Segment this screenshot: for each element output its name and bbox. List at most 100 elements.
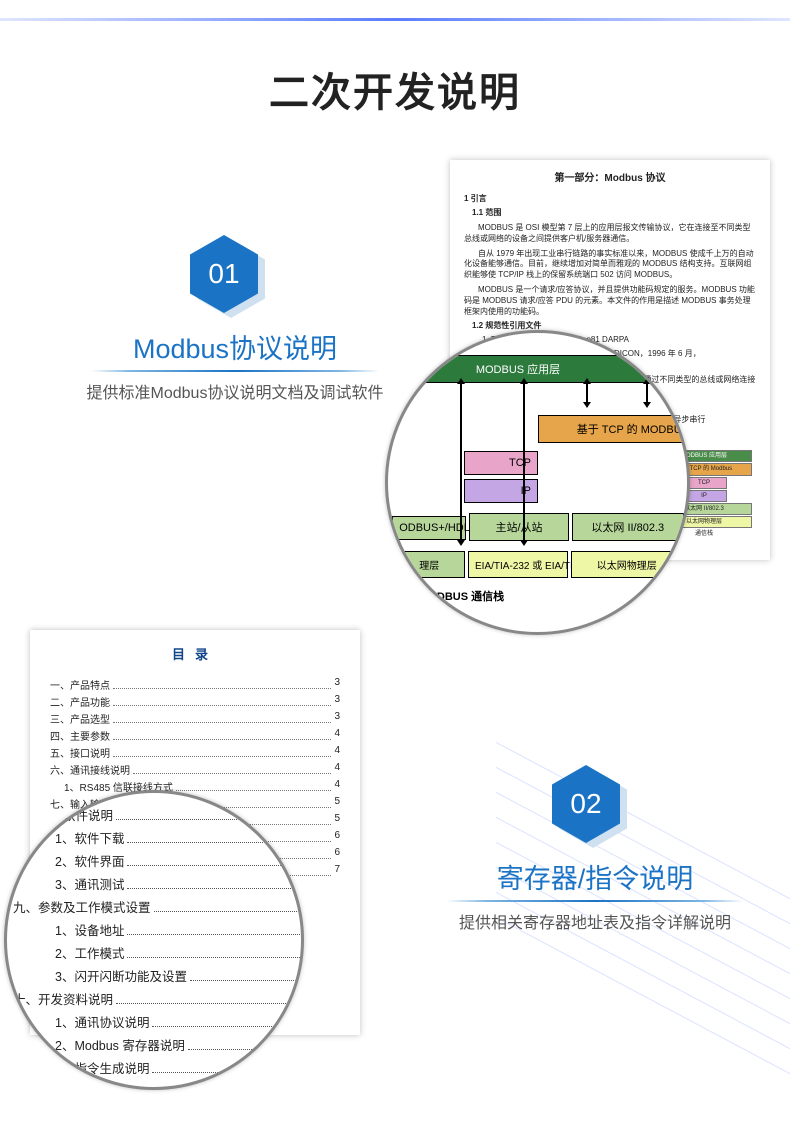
toc-page: 4 xyxy=(334,779,340,794)
badge-02-wrap: 02 xyxy=(552,765,750,843)
toc-page: 4 xyxy=(334,745,340,760)
badge-02-number: 02 xyxy=(570,788,601,820)
mag2-toc-row: 3、指令生成说明 18 xyxy=(13,1058,304,1077)
toc-page: 4 xyxy=(334,762,340,777)
doc1-p3: MODBUS 是一个请求/应答协议，并且提供功能码规定的服务。MODBUS 功能… xyxy=(464,285,756,317)
toc-page: 18 xyxy=(303,1058,304,1077)
doc2-title: 目录 xyxy=(50,644,340,663)
toc-label: 五、接口说明 xyxy=(50,745,110,760)
mag2-toc-row: 1、设备地址12 xyxy=(13,920,304,939)
toc-label: 3、闪开闪断功能及设置 xyxy=(13,966,187,985)
toc-page: 4 xyxy=(334,728,340,743)
toc-dots xyxy=(190,966,300,981)
toc-dots xyxy=(113,677,331,689)
page-title: 二次开发说明 xyxy=(0,60,790,118)
toc-page: 18 xyxy=(303,1035,304,1054)
arrow-4 xyxy=(646,383,648,403)
doc1-p1: MODBUS 是 OSI 模型第 7 层上的应用层报文传输协议，它在连接至不同类… xyxy=(464,223,756,245)
toc-page: 6 xyxy=(334,830,340,845)
toc-page: 3 xyxy=(334,711,340,726)
mag2-toc-row: 3、通讯测试9 xyxy=(13,874,304,893)
hex-badge-01: 01 xyxy=(190,235,258,313)
doc2-toc-row: 五、接口说明 4 xyxy=(50,745,340,760)
toc-dots xyxy=(116,989,300,1004)
toc-dots xyxy=(127,828,304,843)
toc-dots xyxy=(152,1058,300,1073)
doc2-toc-row: 二、产品功能 3 xyxy=(50,694,340,709)
mag2-toc-list: 八、测试软件说明71、软件下载72、软件界面83、通讯测试9九、参数及工作模式设… xyxy=(13,801,304,1090)
magnifier-2: 八、测试软件说明71、软件下载72、软件界面83、通讯测试9九、参数及工作模式设… xyxy=(4,790,304,1090)
toc-label: 三、产品选型 xyxy=(50,711,110,726)
toc-label: 1、软件下载 xyxy=(13,828,124,847)
toc-dots xyxy=(127,1081,300,1090)
toc-label: 2、Modbus 寄存器说明 xyxy=(13,1035,185,1054)
arrow-3 xyxy=(586,383,588,403)
mag2-toc-row: 十、开发资料说明17 xyxy=(13,989,304,1008)
toc-dots xyxy=(116,805,304,820)
toc-label: 1、通讯协议说明 xyxy=(13,1012,149,1031)
toc-label: 3、指令生成说明 xyxy=(13,1058,149,1077)
toc-dots xyxy=(113,745,331,757)
magnifier-1: MODBUS 应用层 基于 TCP 的 MODBUS TCP IP ODBUS+… xyxy=(385,330,690,635)
toc-dots xyxy=(113,694,331,706)
hex-badge-02: 02 xyxy=(552,765,620,843)
mag2-toc-row: 2、软件界面8 xyxy=(13,851,304,870)
toc-dots xyxy=(133,762,331,774)
doc1-h1: 1 引言 xyxy=(464,194,756,205)
section-1-underline xyxy=(85,370,385,372)
mag2-toc-row: 3、闪开闪断功能及设置14 xyxy=(13,966,304,985)
modbus-stack-diagram: MODBUS 应用层 基于 TCP 的 MODBUS TCP IP ODBUS+… xyxy=(385,351,690,604)
doc1-h2-1: 1.1 范围 xyxy=(472,208,756,219)
doc1-p2: 自从 1979 年出现工业串行链路的事实标准以来，MODBUS 使成千上万的自动… xyxy=(464,249,756,281)
mag2-toc-row: 2、工作模式13 xyxy=(13,943,304,962)
doc1-title: 第一部分：Modbus 协议 xyxy=(464,172,756,186)
toc-dots xyxy=(152,1012,300,1027)
toc-label: 二、产品功能 xyxy=(50,694,110,709)
toc-label: 四、主要参数 xyxy=(50,728,110,743)
mag2-toc-row: 2、Modbus 寄存器说明 18 xyxy=(13,1035,304,1054)
toc-page: 7 xyxy=(334,864,340,879)
section-2-underline xyxy=(440,900,750,902)
toc-label: 2、软件界面 xyxy=(13,851,124,870)
layer-ip: IP xyxy=(464,479,538,503)
toc-dots xyxy=(113,728,331,740)
section-2-title: 寄存器/指令说明 xyxy=(440,857,750,896)
toc-dots xyxy=(188,1035,300,1050)
arrow-1 xyxy=(460,383,462,541)
toc-label: 一、产品特点 xyxy=(50,677,110,692)
toc-label: 六、通讯接线说明 xyxy=(50,762,130,777)
layer-tcp-modbus: 基于 TCP 的 MODBUS xyxy=(538,415,690,443)
toc-page: 3 xyxy=(334,677,340,692)
doc2-toc-row: 六、通讯接线说明 4 xyxy=(50,762,340,777)
layer-hdl: ODBUS+/HDL xyxy=(392,516,466,540)
mag2-toc-row: 1、软件下载7 xyxy=(13,828,304,847)
layer-phys-left: 理层 xyxy=(393,551,465,578)
badge-01-wrap: 01 xyxy=(190,235,385,313)
toc-page: 6 xyxy=(334,847,340,862)
toc-label: 2、工作模式 xyxy=(13,943,124,962)
mag2-toc-row: 1、通讯协议说明18 xyxy=(13,1012,304,1031)
toc-page: 5 xyxy=(334,796,340,811)
toc-label: 十、开发资料说明 xyxy=(13,989,113,1008)
arrow-2 xyxy=(523,383,525,541)
top-accent-bar xyxy=(0,18,790,21)
toc-page: 18 xyxy=(303,1081,304,1090)
toc-dots xyxy=(127,920,300,935)
toc-dots xyxy=(176,779,332,791)
toc-page: 3 xyxy=(334,694,340,709)
toc-dots xyxy=(127,851,304,866)
toc-dots xyxy=(154,897,302,912)
section-1-desc: 提供标准Modbus协议说明文档及调试软件 xyxy=(85,382,385,405)
doc2-toc-row: 四、主要参数 4 xyxy=(50,728,340,743)
layer-master: 主站/从站 xyxy=(469,513,569,541)
toc-label: 八、测试软件说明 xyxy=(13,805,113,824)
toc-label: 3、通讯测试 xyxy=(13,874,124,893)
toc-dots xyxy=(113,711,331,723)
section-2: 02 寄存器/指令说明 提供相关寄存器地址表及指令详解说明 xyxy=(440,765,750,935)
mag2-toc-row: 九、参数及工作模式设置11 xyxy=(13,897,304,916)
toc-label: 4、指令列表 xyxy=(13,1081,124,1090)
stack-caption: 图 1：MODBUS 通信栈 xyxy=(388,588,690,604)
section-1: 01 Modbus协议说明 提供标准Modbus协议说明文档及调试软件 xyxy=(85,235,385,405)
layer-eth-phys: 以太网物理层 xyxy=(571,551,683,578)
toc-dots xyxy=(127,943,300,958)
